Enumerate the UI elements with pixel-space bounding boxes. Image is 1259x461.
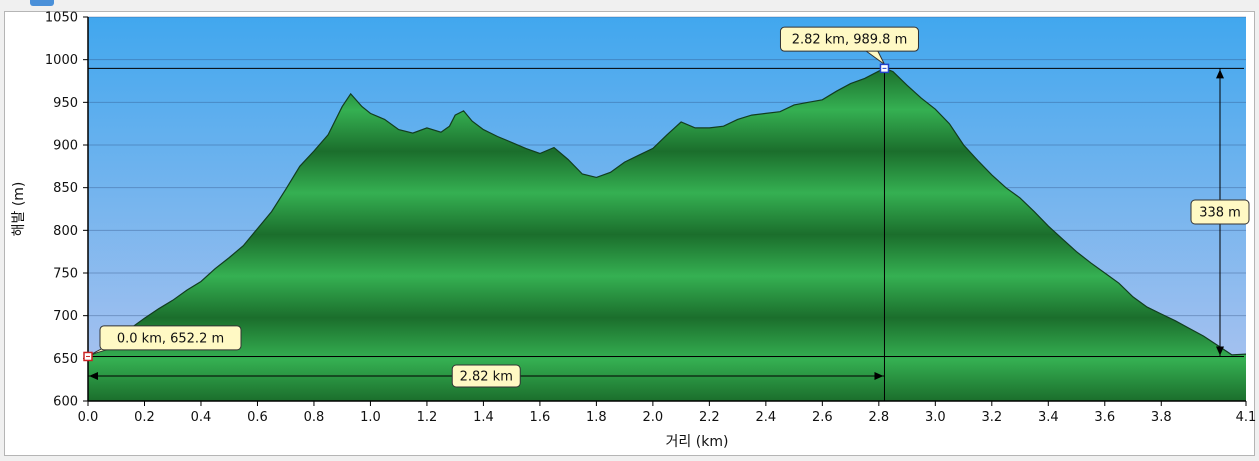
elevation-line xyxy=(87,67,1247,358)
distance-label-text: 2.82 km xyxy=(460,370,513,385)
y-tick-label: 750 xyxy=(53,267,78,282)
elevation-arrow-down xyxy=(1216,346,1224,356)
peak-callout-box xyxy=(779,26,919,52)
start-callout: 0.0 km, 652.2 m xyxy=(99,325,242,351)
distance-arrow-right xyxy=(874,372,884,380)
x-tick-label: 0.2 xyxy=(134,410,155,425)
x-tick-label: 2.8 xyxy=(868,410,889,425)
elevation-arrow-up xyxy=(1216,69,1224,79)
y-tick-label: 600 xyxy=(53,395,78,410)
y-tick-label: 1000 xyxy=(45,53,78,68)
peak-callout: 2.82 km, 989.8 m xyxy=(779,26,919,52)
x-tick-label: 1.2 xyxy=(417,410,438,425)
y-tick-label: 850 xyxy=(53,181,78,196)
x-tick-label: 3.8 xyxy=(1151,410,1172,425)
y-axis-title: 해발 (m) xyxy=(11,182,27,237)
start-callout-text: 0.0 km, 652.2 m xyxy=(117,331,224,346)
x-axis-title: 거리 (km) xyxy=(666,434,729,450)
y-tick-label: 900 xyxy=(53,139,78,154)
x-tick-label: 3.0 xyxy=(925,410,946,425)
x-tick-label: 3.6 xyxy=(1094,410,1115,425)
x-tick-label: 1.4 xyxy=(473,410,494,425)
start-callout-box xyxy=(99,325,242,351)
peak-callout-text: 2.82 km, 989.8 m xyxy=(792,33,908,48)
toolbar-icon[interactable] xyxy=(30,0,54,6)
x-tick-label: 4.1 xyxy=(1236,410,1257,425)
y-tick-label: 950 xyxy=(53,96,78,111)
distance-label-box xyxy=(451,364,521,388)
x-tick-label: 2.2 xyxy=(699,410,720,425)
x-tick-label: 2.4 xyxy=(756,410,777,425)
x-tick-label: 2.0 xyxy=(643,410,664,425)
x-tick-label: 3.2 xyxy=(981,410,1002,425)
distance-arrow-left xyxy=(89,372,98,380)
x-tick-label: 1.0 xyxy=(360,410,381,425)
distance-label: 2.82 km xyxy=(451,364,521,388)
x-tick-label: 0.0 xyxy=(78,410,99,425)
y-tick-label: 650 xyxy=(53,352,78,367)
elevation-area xyxy=(88,68,1246,401)
x-tick-label: 3.4 xyxy=(1038,410,1059,425)
y-tick-label: 800 xyxy=(53,224,78,239)
elevation-gain-label-text: 338 m xyxy=(1199,206,1241,221)
x-tick-label: 0.6 xyxy=(247,410,268,425)
y-tick-label: 700 xyxy=(53,309,78,324)
elevation-gain-label-box xyxy=(1190,199,1250,225)
x-tick-label: 1.8 xyxy=(586,410,607,425)
x-tick-label: 1.6 xyxy=(530,410,551,425)
elevation-gain-label: 338 m xyxy=(1190,199,1250,225)
x-tick-label: 2.6 xyxy=(812,410,833,425)
y-tick-label: 1050 xyxy=(45,11,78,26)
x-tick-label: 0.8 xyxy=(304,410,325,425)
x-tick-label: 0.4 xyxy=(191,410,212,425)
